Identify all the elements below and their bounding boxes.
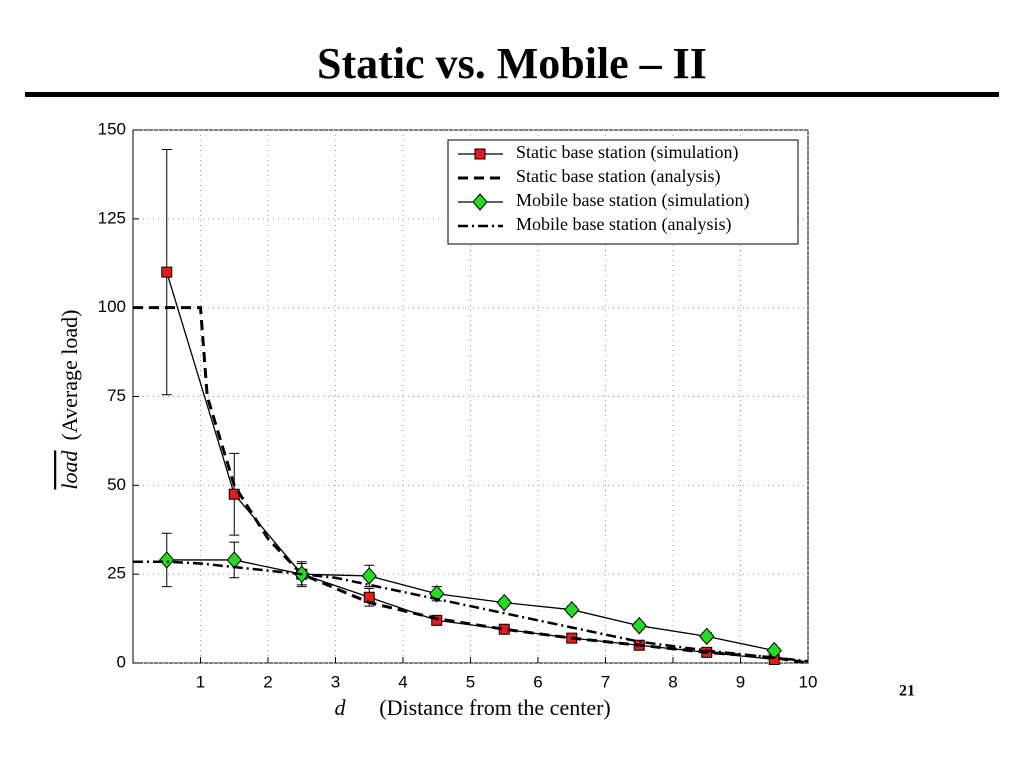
y-tick-label: 50 bbox=[107, 475, 126, 494]
x-tick-label: 6 bbox=[533, 672, 542, 691]
y-label: (Average load) bbox=[57, 310, 82, 441]
x-tick-label: 5 bbox=[466, 672, 475, 691]
legend-label: Static base station (simulation) bbox=[516, 142, 738, 163]
y-tick-label: 100 bbox=[98, 297, 126, 316]
marker bbox=[228, 488, 240, 500]
marker bbox=[363, 591, 375, 603]
marker bbox=[631, 616, 647, 635]
y-label-group: load (Average load) bbox=[57, 310, 82, 490]
x-tick-label: 3 bbox=[331, 672, 340, 691]
legend-label: Mobile base station (simulation) bbox=[516, 190, 749, 211]
x-tick-label: 2 bbox=[263, 672, 272, 691]
marker bbox=[161, 266, 173, 278]
x-tick-label: 7 bbox=[601, 672, 610, 691]
x-tick-label: 8 bbox=[668, 672, 677, 691]
x-tick-label: 10 bbox=[799, 672, 818, 691]
marker bbox=[699, 627, 715, 646]
legend-box bbox=[447, 139, 799, 245]
marker bbox=[226, 551, 242, 569]
x-label-symbol: d bbox=[335, 695, 347, 720]
y-label-symbol: load bbox=[57, 449, 82, 489]
series-line bbox=[166, 559, 775, 652]
y-tick-label: 125 bbox=[98, 208, 126, 227]
legend-marker bbox=[472, 193, 488, 211]
title-rule bbox=[25, 92, 999, 97]
slide-title: Static vs. Mobile – II bbox=[317, 39, 707, 88]
series-line bbox=[133, 306, 809, 665]
marker bbox=[361, 567, 377, 585]
marker bbox=[496, 593, 512, 612]
x-tick-label: 4 bbox=[398, 672, 407, 691]
x-tick-label: 1 bbox=[196, 672, 205, 691]
y-tick-label: 75 bbox=[107, 386, 126, 405]
y-tick-label: 150 bbox=[98, 119, 126, 138]
y-tick-label: 25 bbox=[107, 564, 126, 583]
page-number: 21 bbox=[899, 683, 915, 700]
y-tick-label: 0 bbox=[117, 652, 126, 671]
x-tick-label: 9 bbox=[736, 672, 745, 691]
marker bbox=[431, 614, 443, 626]
x-label: (Distance from the center) bbox=[379, 695, 611, 720]
legend-label: Static base station (analysis) bbox=[516, 166, 720, 187]
legend-label: Mobile base station (analysis) bbox=[516, 214, 731, 235]
legend-marker bbox=[474, 148, 486, 160]
marker bbox=[159, 551, 175, 569]
marker bbox=[564, 600, 580, 619]
series-line bbox=[133, 560, 809, 663]
